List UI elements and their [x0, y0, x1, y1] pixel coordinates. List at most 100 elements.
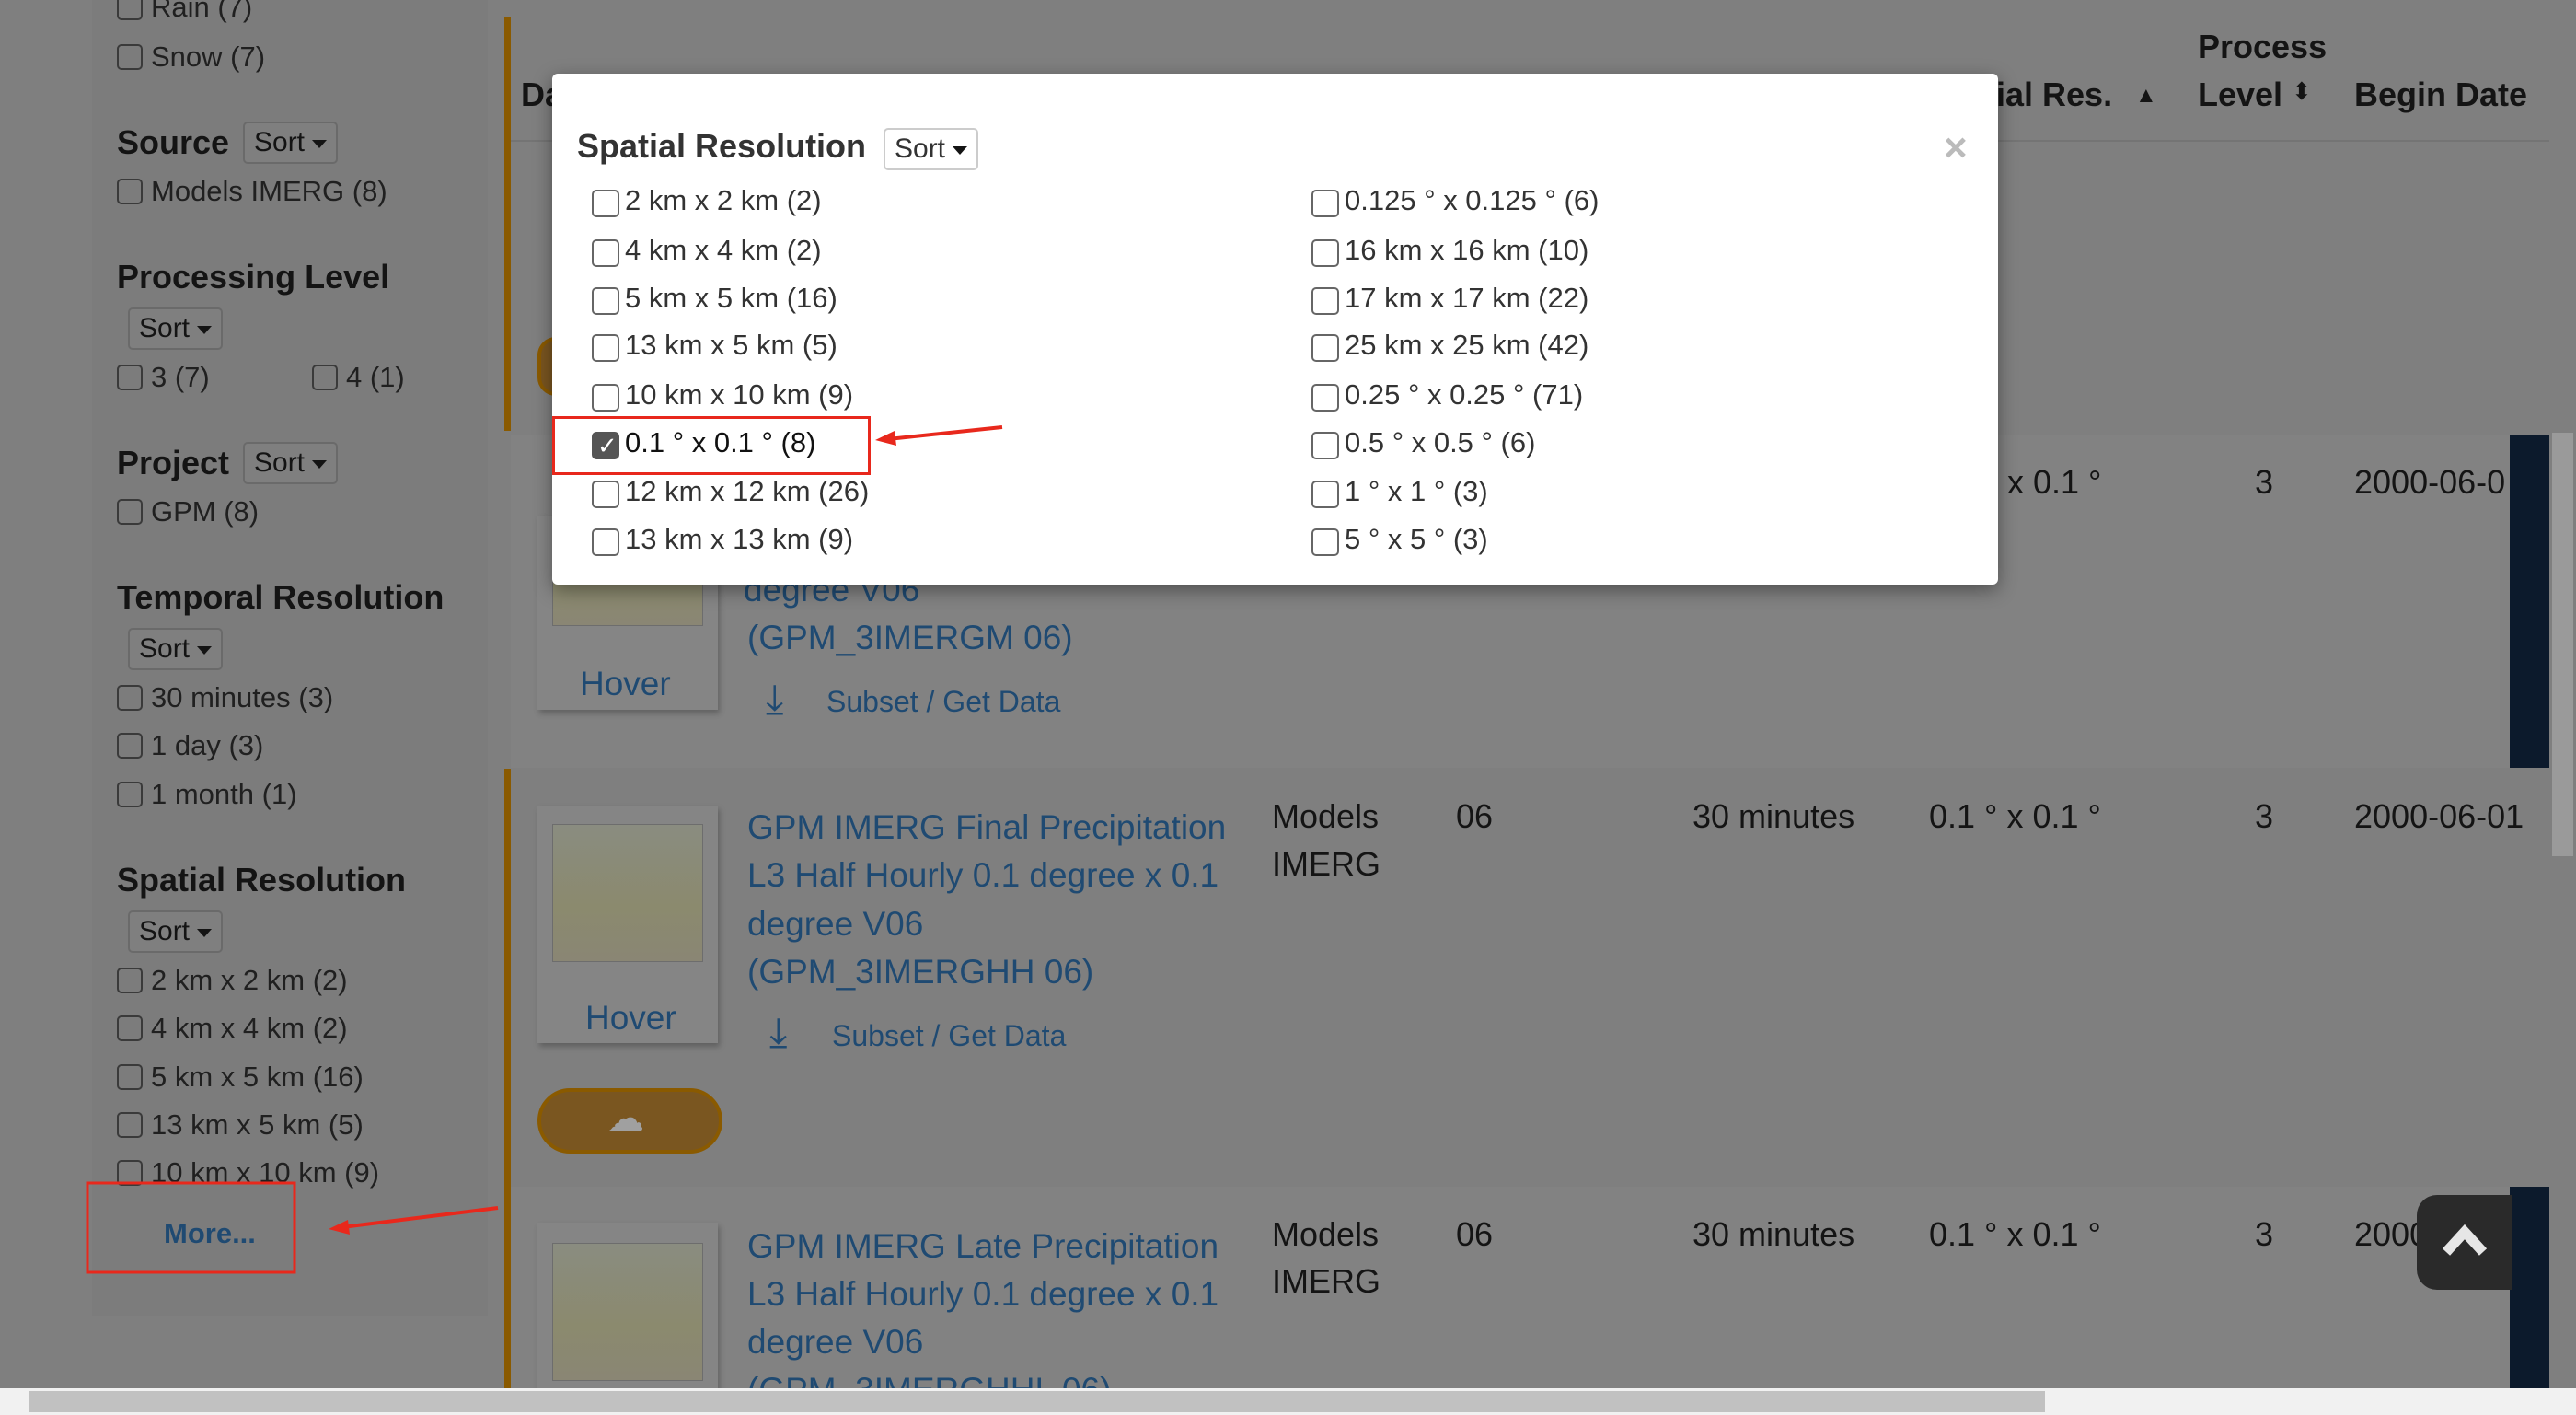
facet-project-label: GPM (8)	[151, 495, 260, 528]
header-begin-date[interactable]: Begin Date	[2354, 75, 2528, 113]
subset-get-data-link[interactable]: Subset / Get Data	[826, 685, 1061, 718]
resolution-checkbox[interactable]	[592, 190, 619, 217]
facet-temporal-checkbox[interactable]	[117, 782, 143, 807]
dataset-title[interactable]: GPM IMERG Final Precipitation	[747, 808, 1227, 846]
resolution-checkbox[interactable]	[592, 481, 619, 508]
header-process[interactable]: Process	[2198, 28, 2328, 65]
cloud-button[interactable]: ☁	[537, 1088, 722, 1154]
facet-spatial-checkbox[interactable]	[117, 1112, 143, 1138]
scroll-to-top-button[interactable]	[2417, 1195, 2512, 1290]
facet-spatial-checkbox[interactable]	[117, 1160, 143, 1186]
sort-button[interactable]: Sort	[128, 910, 224, 953]
cell-temporal: 30 minutes	[1692, 797, 1855, 835]
sort-button[interactable]: Sort	[128, 307, 224, 350]
resolution-option-label[interactable]: 12 km x 12 km (26)	[625, 475, 870, 507]
resolution-checkbox[interactable]	[1311, 287, 1339, 315]
header-spatial-res[interactable]: ial Res.	[1996, 75, 2113, 113]
resolution-option-label[interactable]: 4 km x 4 km (2)	[625, 234, 822, 266]
close-icon[interactable]: ×	[1944, 125, 1968, 170]
resolution-checkbox[interactable]	[592, 334, 619, 362]
facet-spatial-label: 4 km x 4 km (2)	[151, 1012, 348, 1044]
resolution-checkbox[interactable]	[1311, 384, 1339, 412]
facet-temporal-checkbox[interactable]	[117, 685, 143, 711]
table-row	[511, 769, 2510, 1185]
cell-source: Models	[1272, 797, 1380, 835]
dataset-title[interactable]: (GPM_3IMERGM 06)	[747, 619, 1073, 656]
sort-button[interactable]: Sort	[128, 628, 224, 670]
horizontal-scrollbar-thumb[interactable]	[29, 1391, 2045, 1412]
resolution-checkbox[interactable]	[592, 239, 619, 267]
header-level[interactable]: Level	[2198, 75, 2283, 113]
resolution-checkbox[interactable]	[1311, 481, 1339, 508]
dataset-title[interactable]: GPM IMERG Late Precipitation	[747, 1227, 1219, 1265]
hover-label[interactable]: Hover	[585, 999, 676, 1037]
resolution-checkbox[interactable]	[1311, 334, 1339, 362]
facet-temporal-label: 30 minutes (3)	[151, 681, 334, 713]
resolution-checkbox[interactable]	[592, 432, 619, 460]
spatial-resolution-modal: Spatial Resolution Sort × 2 km x 2 km (2…	[552, 74, 1998, 585]
hover-label[interactable]: Hover	[580, 665, 671, 702]
download-icon[interactable]: ⤓	[769, 1010, 788, 1055]
resolution-option-label[interactable]: 0.1 ° x 0.1 ° (8)	[625, 426, 816, 458]
dataset-title[interactable]: L3 Half Hourly 0.1 degree x 0.1	[747, 856, 1219, 894]
dataset-title[interactable]: degree V06	[747, 1323, 924, 1361]
facet-heading-spatial: Spatial Resolution	[117, 861, 407, 899]
facet-spatial-checkbox[interactable]	[117, 1015, 143, 1041]
sort-up-icon[interactable]: ▲	[2135, 83, 2157, 108]
resolution-option-label[interactable]: 2 km x 2 km (2)	[625, 184, 822, 216]
facet-temporal-label: 1 month (1)	[151, 778, 297, 810]
resolution-option-label[interactable]: 25 km x 25 km (42)	[1345, 329, 1589, 361]
dataset-title[interactable]: (GPM_3IMERGHH 06)	[747, 953, 1094, 991]
sort-button[interactable]: Sort	[243, 122, 339, 164]
resolution-option-label[interactable]: 17 km x 17 km (22)	[1345, 282, 1589, 314]
side-panel-strip	[2510, 1187, 2549, 1389]
cell-source: IMERG	[1272, 1262, 1381, 1300]
cell-level: 3	[2255, 797, 2274, 835]
cell-source: IMERG	[1272, 845, 1381, 883]
cell-version: 06	[1456, 797, 1494, 835]
facet-source-checkbox[interactable]	[117, 179, 143, 204]
sort-icon[interactable]: ⬍	[2292, 77, 2312, 105]
resolution-option-label[interactable]: 0.25 ° x 0.25 ° (71)	[1345, 378, 1584, 411]
resolution-checkbox[interactable]	[592, 384, 619, 412]
modal-sort-button[interactable]: Sort	[884, 128, 979, 170]
facet-level-4-checkbox[interactable]	[312, 365, 338, 390]
more-link[interactable]: More...	[164, 1217, 256, 1249]
resolution-option-label[interactable]: 0.125 ° x 0.125 ° (6)	[1345, 184, 1600, 216]
vertical-scrollbar-thumb[interactable]	[2552, 433, 2573, 856]
facet-spatial-checkbox[interactable]	[117, 1064, 143, 1090]
dataset-title[interactable]: degree V06	[747, 905, 924, 943]
facet-snow-checkbox[interactable]	[117, 44, 143, 70]
resolution-option-label[interactable]: 10 km x 10 km (9)	[625, 378, 854, 411]
resolution-option-label[interactable]: 16 km x 16 km (10)	[1345, 234, 1589, 266]
cell-source: Models	[1272, 1215, 1380, 1253]
cell-level: 3	[2255, 463, 2274, 501]
dataset-title[interactable]: L3 Half Hourly 0.1 degree x 0.1	[747, 1275, 1219, 1313]
facet-snow-label: Snow (7)	[151, 41, 266, 73]
facet-level-3-checkbox[interactable]	[117, 365, 143, 390]
resolution-option-label[interactable]: 0.5 ° x 0.5 ° (6)	[1345, 426, 1536, 458]
resolution-option-label[interactable]: 5 km x 5 km (16)	[625, 282, 837, 314]
resolution-checkbox[interactable]	[1311, 432, 1339, 459]
facet-temporal-checkbox[interactable]	[117, 733, 143, 759]
resolution-option-label[interactable]: 5 ° x 5 ° (3)	[1345, 523, 1488, 555]
download-icon[interactable]: ⤓	[766, 677, 784, 722]
table-row	[511, 1187, 2510, 1389]
sort-button[interactable]: Sort	[243, 442, 339, 484]
resolution-option-label[interactable]: 13 km x 13 km (9)	[625, 523, 854, 555]
resolution-checkbox[interactable]	[1311, 239, 1339, 267]
resolution-checkbox[interactable]	[592, 528, 619, 556]
facet-project-checkbox[interactable]	[117, 499, 143, 525]
resolution-checkbox[interactable]	[1311, 190, 1339, 217]
resolution-checkbox[interactable]	[592, 287, 619, 315]
facet-spatial-checkbox[interactable]	[117, 968, 143, 993]
cell-begin-date: 2000-06-01	[2354, 797, 2524, 835]
subset-get-data-link[interactable]: Subset / Get Data	[832, 1019, 1067, 1052]
facet-level-4-label: 4 (1)	[346, 361, 405, 393]
accent-bar	[504, 769, 511, 1415]
resolution-checkbox[interactable]	[1311, 528, 1339, 556]
cell-spatial: 0.1 ° x 0.1 °	[1929, 797, 2101, 835]
resolution-option-label[interactable]: 1 ° x 1 ° (3)	[1345, 475, 1488, 507]
resolution-option-label[interactable]: 13 km x 5 km (5)	[625, 329, 837, 361]
facet-rain-checkbox[interactable]	[117, 0, 143, 20]
